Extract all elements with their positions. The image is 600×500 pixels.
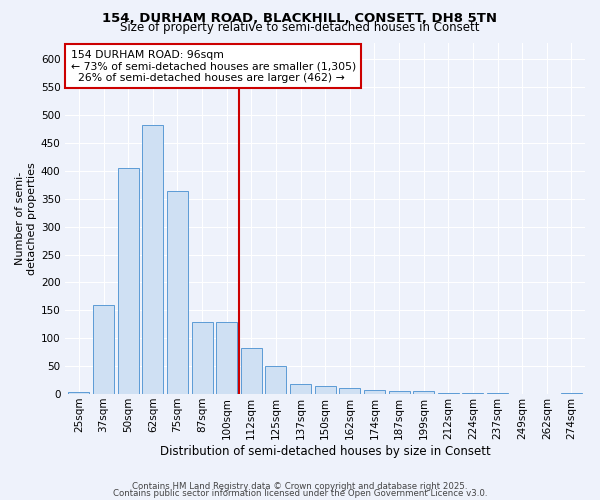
Text: 154, DURHAM ROAD, BLACKHILL, CONSETT, DH8 5TN: 154, DURHAM ROAD, BLACKHILL, CONSETT, DH… [103, 12, 497, 24]
Bar [93, 305, 114, 394]
Text: 154 DURHAM ROAD: 96sqm
← 73% of semi-detached houses are smaller (1,305)
  26% o: 154 DURHAM ROAD: 96sqm ← 73% of semi-det… [71, 50, 356, 82]
Bar [340, 388, 360, 394]
Text: Size of property relative to semi-detached houses in Consett: Size of property relative to semi-detach… [120, 21, 480, 34]
Bar [191, 322, 212, 394]
Bar [438, 393, 459, 394]
Bar [216, 322, 237, 394]
Bar [265, 366, 286, 394]
Bar [463, 393, 484, 394]
Bar [389, 392, 410, 394]
Text: Contains public sector information licensed under the Open Government Licence v3: Contains public sector information licen… [113, 489, 487, 498]
Bar [413, 392, 434, 394]
Bar [315, 386, 335, 394]
Bar [364, 390, 385, 394]
Bar [241, 348, 262, 394]
X-axis label: Distribution of semi-detached houses by size in Consett: Distribution of semi-detached houses by … [160, 444, 491, 458]
Bar [290, 384, 311, 394]
Y-axis label: Number of semi-
detached properties: Number of semi- detached properties [15, 162, 37, 274]
Bar [68, 392, 89, 394]
Bar [167, 192, 188, 394]
Bar [142, 124, 163, 394]
Bar [118, 168, 139, 394]
Text: Contains HM Land Registry data © Crown copyright and database right 2025.: Contains HM Land Registry data © Crown c… [132, 482, 468, 491]
